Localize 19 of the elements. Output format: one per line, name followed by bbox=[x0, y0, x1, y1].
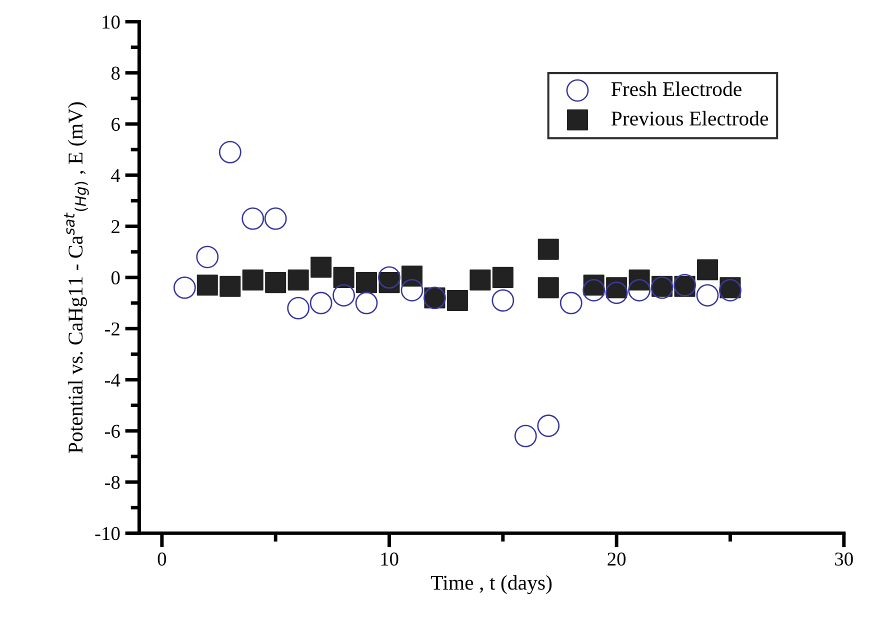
y-tick-label: -10 bbox=[95, 527, 120, 540]
y-tick-label: 2 bbox=[112, 220, 120, 234]
x-tick-label: 0 bbox=[158, 552, 166, 566]
y-tick-label: -6 bbox=[104, 424, 120, 438]
y-tick-label: -8 bbox=[104, 476, 120, 489]
legend-label: Previous Electrode bbox=[611, 110, 768, 126]
x-axis-title: Time , t (days) bbox=[430, 575, 552, 594]
y-tick-label: -2 bbox=[104, 322, 120, 336]
y-tick-label: 4 bbox=[111, 169, 120, 182]
x-tick-label: 20 bbox=[608, 552, 626, 566]
y-tick-label: 8 bbox=[111, 66, 120, 80]
y-tick-label: -4 bbox=[104, 374, 120, 386]
x-tick-label: 30 bbox=[835, 552, 853, 566]
y-tick-label: 10 bbox=[102, 16, 120, 29]
y-tick-label: 0 bbox=[111, 271, 120, 284]
y-tick-label: 6 bbox=[112, 118, 120, 131]
x-tick-label: 10 bbox=[381, 552, 398, 566]
legend-label: Fresh Electrode bbox=[611, 81, 742, 96]
y-axis-title: Potential vs. CaHg11 - Ca$^{sat}$$_{(Hg)}$ , E (mV) bbox=[64, 102, 89, 453]
